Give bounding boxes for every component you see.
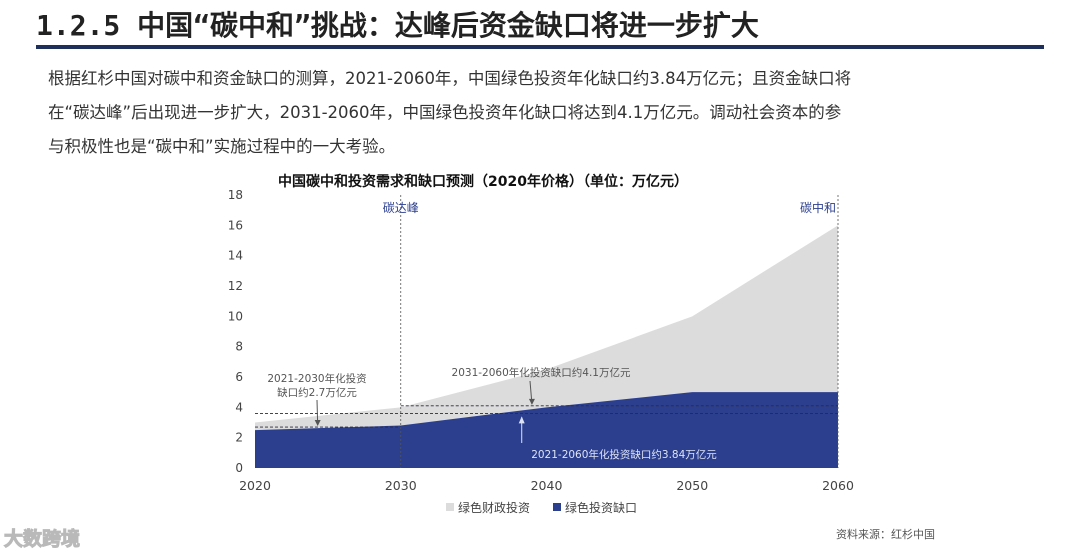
x-tick-label: 2050 (676, 478, 708, 493)
annotation-text: 2021-2030年化投资 (267, 372, 366, 385)
milestone-label-neutral: 碳中和 (800, 200, 836, 215)
y-tick-label: 8 (235, 340, 243, 354)
y-tick-label: 0 (235, 461, 243, 475)
body-paragraph: 根据红杉中国对碳中和资金缺口的测算，2021-2060年，中国绿色投资年化缺口约… (48, 62, 1048, 164)
chart-title: 中国碳中和投资需求和缺口预测（2020年价格）（单位：万亿元） (278, 173, 688, 190)
source-note: 资料来源：红杉中国 (836, 528, 935, 541)
annotation-text: 2021-2060年化投资缺口约3.84万亿元 (531, 448, 717, 461)
page-title: 1.2.5 中国“碳中和”挑战：达峰后资金缺口将进一步扩大 (36, 9, 759, 42)
milestone-label-peak: 碳达峰 (383, 201, 419, 215)
x-tick-label: 2060 (822, 478, 854, 493)
y-tick-label: 14 (228, 249, 243, 263)
legend-swatch-fiscal (446, 503, 454, 511)
body-line: 与积极性也是“碳中和”实施过程中的一大考验。 (48, 137, 396, 156)
annotation-text: 2031-2060年化投资缺口约4.1万亿元 (452, 366, 631, 379)
legend-label-fiscal: 绿色财政投资 (458, 500, 530, 515)
y-tick-label: 16 (228, 218, 243, 232)
legend-swatch-gap (553, 503, 561, 511)
x-tick-label: 2040 (531, 478, 563, 493)
annotation-arrowhead (314, 420, 321, 427)
body-line: 根据红杉中国对碳中和资金缺口的测算，2021-2060年，中国绿色投资年化缺口约… (48, 69, 852, 88)
legend-label-gap: 绿色投资缺口 (565, 500, 637, 515)
y-tick-label: 12 (228, 279, 243, 293)
annotation-text: 缺口约2.7万亿元 (277, 386, 357, 399)
annotation-arrowhead (518, 416, 525, 424)
y-tick-label: 10 (228, 309, 243, 323)
x-tick-label: 2030 (385, 478, 417, 493)
x-tick-label: 2020 (239, 478, 271, 493)
y-tick-label: 6 (235, 370, 243, 384)
y-tick-label: 18 (228, 188, 243, 202)
area-series-gap (255, 392, 838, 468)
y-tick-label: 4 (235, 400, 243, 414)
body-line: 在“碳达峰”后出现进一步扩大，2031-2060年，中国绿色投资年化缺口将达到4… (48, 103, 842, 122)
watermark-logo: 大数跨境 (3, 528, 81, 551)
title-rule (36, 45, 1044, 49)
y-tick-label: 2 (235, 431, 243, 445)
annotation-arrowhead (528, 398, 535, 405)
